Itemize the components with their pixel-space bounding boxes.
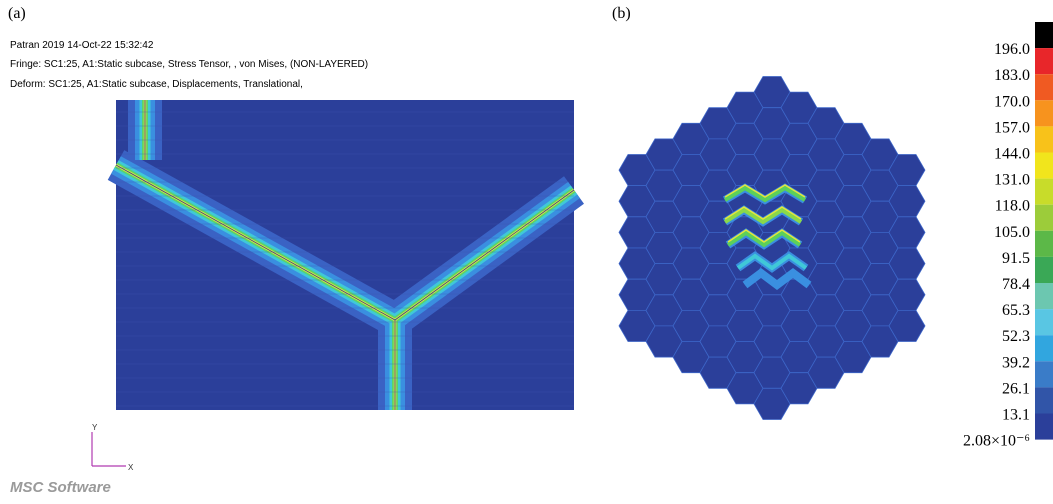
page: (a) Patran 2019 14-Oct-22 15:32:42 Fring…: [0, 0, 1053, 504]
legend-swatch: [1035, 48, 1053, 74]
legend-label: 26.1: [1002, 380, 1030, 397]
color-legend: 196.0 183.0 170.0 157.0 144.0 131.0 118.0 105.0…: [963, 22, 1053, 450]
panel-label: (b): [612, 5, 631, 22]
legend-label: 52.3: [1002, 328, 1030, 345]
legend-label: 131.0: [994, 172, 1030, 189]
legend-label: 39.2: [1002, 354, 1030, 371]
legend-swatch: [1035, 283, 1053, 309]
axis-triad: Y X: [92, 423, 134, 472]
header-line: Patran 2019 14-Oct-22 15:32:42: [10, 40, 154, 51]
legend-label: 157.0: [994, 119, 1030, 136]
figure: (a) Patran 2019 14-Oct-22 15:32:42 Fring…: [0, 0, 1053, 504]
legend-label: 105.0: [994, 224, 1030, 241]
axis-label: Y: [92, 423, 98, 432]
legend-label: 13.1: [1002, 407, 1030, 424]
legend-swatch: [1035, 153, 1053, 179]
header-line: Fringe: SC1:25, A1:Static subcase, Stres…: [10, 59, 368, 70]
legend-label: 91.5: [1002, 250, 1030, 267]
legend-label: 65.3: [1002, 302, 1030, 319]
legend-swatch: [1035, 257, 1053, 283]
legend-swatch: [1035, 361, 1053, 387]
legend-swatch: [1035, 205, 1053, 231]
legend-swatch: [1035, 126, 1053, 152]
legend-swatch: [1035, 179, 1053, 205]
legend-swatch: [1035, 74, 1053, 100]
header-line: Deform: SC1:25, A1:Static subcase, Displ…: [10, 79, 303, 90]
legend-label: 118.0: [995, 198, 1030, 215]
legend-swatch: [1035, 100, 1053, 126]
logo: MSC Software: [10, 479, 111, 496]
legend-swatch: [1035, 335, 1053, 361]
legend-swatch: [1035, 387, 1053, 413]
legend-swatch: [1035, 309, 1053, 335]
legend-label: 170.0: [994, 93, 1030, 110]
panel-label: (a): [8, 5, 26, 22]
hex-mesh: [619, 77, 925, 420]
legend-label: 183.0: [994, 67, 1030, 84]
axis-label: X: [128, 463, 134, 472]
legend-swatch: [1035, 22, 1053, 48]
legend-swatch: [1035, 231, 1053, 257]
legend-label: 78.4: [1002, 276, 1030, 293]
legend-label: 2.08×10⁻⁶: [963, 433, 1030, 450]
legend-label: 144.0: [994, 146, 1030, 163]
legend-swatch: [1035, 414, 1053, 440]
legend-label: 196.0: [994, 41, 1030, 58]
